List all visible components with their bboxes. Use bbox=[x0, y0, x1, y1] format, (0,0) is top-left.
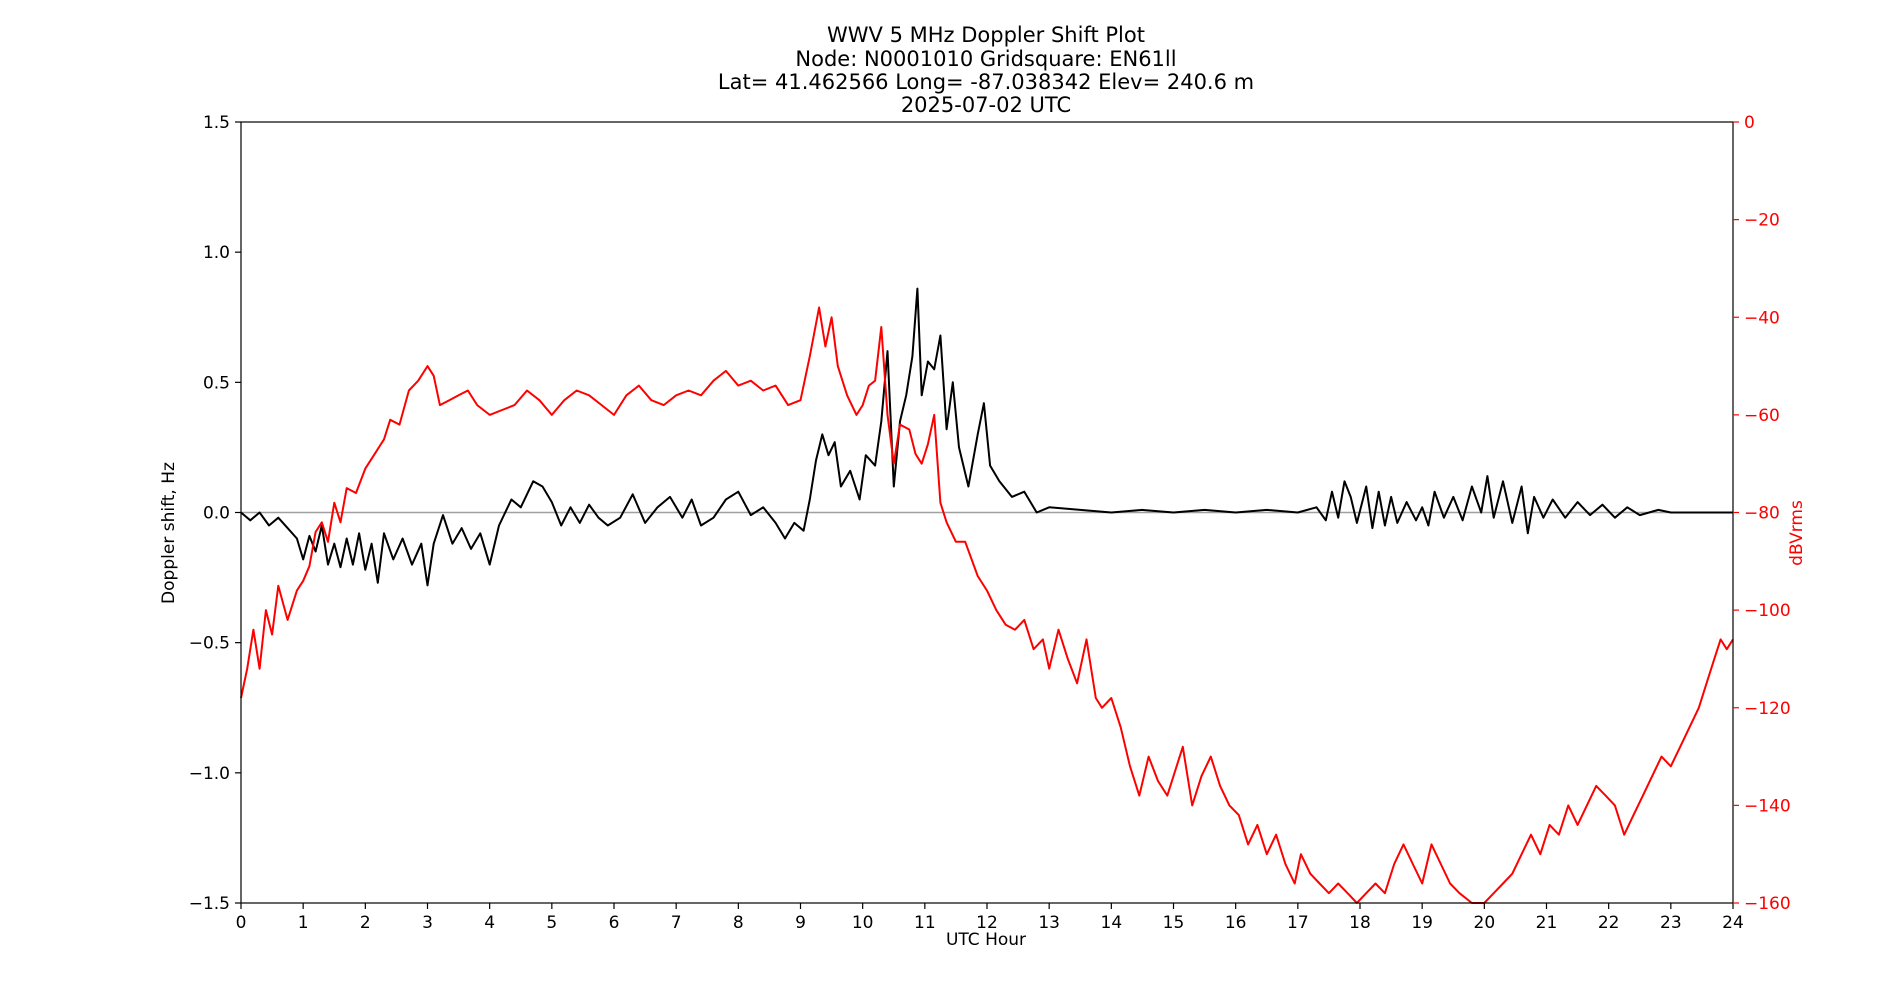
x-tick-label: 21 bbox=[1536, 913, 1558, 933]
x-tick-label: 17 bbox=[1287, 913, 1309, 933]
x-tick-label: 11 bbox=[914, 913, 936, 933]
y2-tick-label: −20 bbox=[1744, 211, 1780, 231]
chart-title-line-2: Node: N0001010 Gridsquare: EN61ll bbox=[795, 47, 1176, 71]
y-tick-label: −0.5 bbox=[189, 634, 230, 654]
x-tick-label: 2 bbox=[360, 913, 371, 933]
y-tick-label: 1.5 bbox=[203, 113, 230, 133]
y2-tick-label: −140 bbox=[1744, 796, 1791, 816]
x-tick-label: 3 bbox=[422, 913, 433, 933]
x-tick-label: 18 bbox=[1349, 913, 1371, 933]
x-tick-label: 22 bbox=[1598, 913, 1620, 933]
y2-tick-label: −80 bbox=[1744, 504, 1780, 524]
y2-axis-label: dBVrms bbox=[1787, 500, 1807, 566]
x-tick-label: 0 bbox=[236, 913, 247, 933]
plot-area: 0 1 2 3 4 5 6 7 8 9 10 11 12 13 14 15 16 17 18 19 20 21 22 23 24… bbox=[189, 113, 1791, 933]
chart-title-line-3: Lat= 41.462566 Long= -87.038342 Elev= 24… bbox=[718, 70, 1254, 94]
y2-tick-label: −40 bbox=[1744, 308, 1780, 328]
x-tick-label: 19 bbox=[1411, 913, 1433, 933]
series-line-doppler bbox=[240, 287, 1733, 587]
x-tick-label: 6 bbox=[609, 913, 620, 933]
x-tick-label: 14 bbox=[1101, 913, 1123, 933]
x-tick-label: 9 bbox=[795, 913, 806, 933]
y-tick-label: 1.0 bbox=[203, 243, 230, 263]
x-tick-label: 4 bbox=[484, 913, 495, 933]
y-tick-label: −1.5 bbox=[189, 894, 230, 914]
x-tick-label: 10 bbox=[852, 913, 874, 933]
y2-tick-label: 0 bbox=[1744, 113, 1755, 133]
y2-tick-label: −100 bbox=[1744, 601, 1791, 621]
x-tick-label: 16 bbox=[1225, 913, 1247, 933]
x-tick-label: 23 bbox=[1660, 913, 1682, 933]
x-axis-label: UTC Hour bbox=[946, 930, 1026, 950]
series-line-signal-level bbox=[240, 306, 1734, 904]
chart-title-line-4: 2025-07-02 UTC bbox=[901, 93, 1071, 117]
x-tick-label: 1 bbox=[298, 913, 309, 933]
y-tick-label: 0.0 bbox=[203, 504, 230, 524]
y-tick-label: −1.0 bbox=[189, 764, 230, 784]
x-tick-label: 7 bbox=[671, 913, 682, 933]
x-tick-label: 15 bbox=[1163, 913, 1185, 933]
chart-title-line-1: WWV 5 MHz Doppler Shift Plot bbox=[827, 23, 1145, 47]
y-tick-label: 0.5 bbox=[203, 373, 230, 393]
y2-tick-label: −120 bbox=[1744, 699, 1791, 719]
x-tick-label: 24 bbox=[1722, 913, 1744, 933]
x-tick-label: 12 bbox=[976, 913, 998, 933]
y2-tick-label: −160 bbox=[1744, 894, 1791, 914]
x-tick-label: 5 bbox=[546, 913, 557, 933]
x-tick-label: 8 bbox=[733, 913, 744, 933]
x-tick-label: 13 bbox=[1038, 913, 1060, 933]
y2-tick-label: −60 bbox=[1744, 406, 1780, 426]
x-tick-label: 20 bbox=[1474, 913, 1496, 933]
y-axis-label: Doppler shift, Hz bbox=[159, 462, 179, 604]
